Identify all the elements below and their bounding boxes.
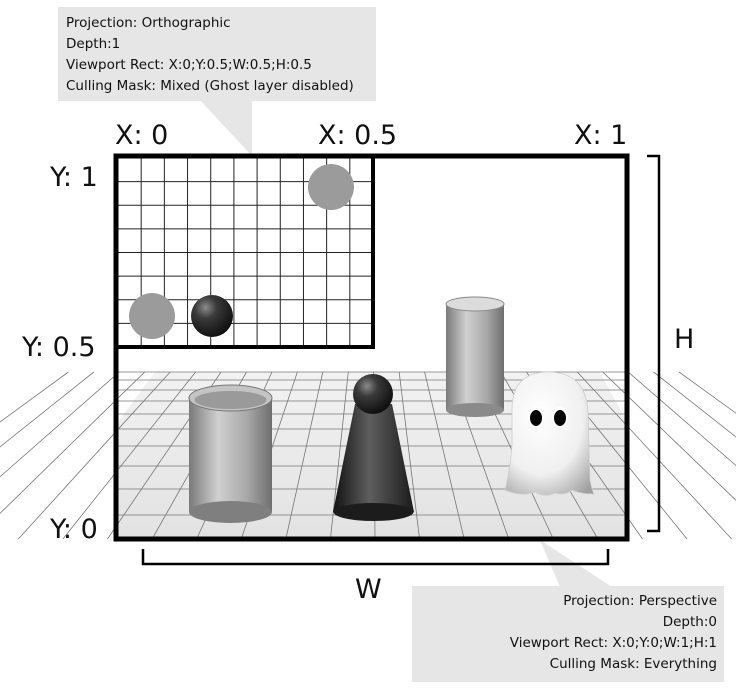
grid-line: [424, 371, 465, 540]
grid-line: [678, 371, 736, 414]
grid-line: [62, 371, 196, 540]
pawn-cone: [333, 374, 414, 521]
x-label-0-5: X: 0.5: [318, 120, 397, 151]
orthographic-viewport: [114, 154, 375, 349]
callout-box: [58, 7, 376, 101]
grid-line: [0, 371, 95, 448]
grey-ball-top: [308, 164, 354, 210]
grid-line: [398, 371, 420, 540]
callout-pointer: [200, 100, 252, 156]
y-label-0-5: Y: 0.5: [21, 332, 96, 363]
perspective-viewport-frame: [113, 153, 630, 542]
height-label: H: [674, 324, 694, 355]
callout-line-culling-mask: Culling Mask: Everything: [550, 656, 717, 672]
callout-line-viewport-rect: Viewport Rect: X:0;Y:0.5;W:0.5;H:0.5: [66, 57, 312, 73]
callout-line-depth: Depth:1: [66, 36, 120, 52]
front-cylinder: [188, 384, 273, 523]
width-label: W: [355, 574, 382, 605]
y-label-1: Y: 1: [49, 162, 98, 193]
dark-ball: [191, 295, 233, 337]
grid-line: [18, 371, 171, 540]
callout-line-depth: Depth:0: [663, 614, 717, 630]
grid-line: [576, 371, 732, 540]
width-bracket: [141, 549, 610, 566]
y-label-0: Y: 0: [49, 514, 98, 545]
x-label-0: X: 0: [115, 120, 168, 151]
height-bracket: [647, 154, 661, 533]
ghost-eye-left-pupil: [530, 410, 542, 426]
perspective-camera-callout: Projection: Perspective Depth:0 Viewport…: [412, 540, 724, 682]
callout-box: [412, 586, 724, 682]
back-cylinder: [445, 296, 505, 417]
grid-line: [0, 371, 120, 478]
grid-line: [602, 371, 736, 501]
grid-line: [285, 371, 324, 540]
grid-line: [0, 371, 69, 423]
callout-line-culling-mask: Culling Mask: Mixed (Ghost layer disable…: [66, 78, 354, 94]
grid-line: [653, 371, 736, 438]
callout-line-projection: Projection: Orthographic: [66, 15, 231, 31]
callout-line-viewport-rect: Viewport Rect: X:0;Y:0;W:1;H:1: [510, 635, 717, 651]
x-label-1: X: 1: [574, 120, 627, 151]
grey-ball-left: [129, 293, 175, 339]
orthographic-camera-callout: Projection: Orthographic Depth:1 Viewpor…: [58, 7, 376, 156]
grid-line: [627, 371, 736, 467]
ghost-eye-right-pupil: [554, 410, 566, 426]
callout-line-projection: Projection: Perspective: [563, 593, 717, 609]
ghost: [504, 371, 595, 496]
